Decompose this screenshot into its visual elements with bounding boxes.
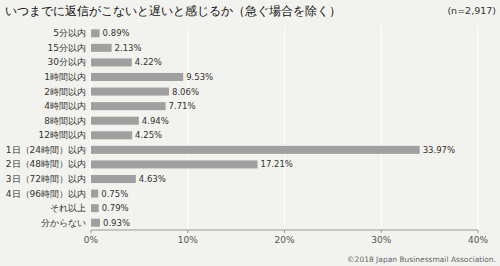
data-label: 4.94% — [142, 116, 169, 126]
grid-line — [187, 26, 188, 230]
category-label: 分からない — [41, 218, 86, 228]
chart: いつまでに返信がこないと遅いと感じるか（急ぐ場合を除く） (n=2,917) ©20… — [0, 0, 500, 266]
category-label: 2日（48時間）以内 — [6, 159, 86, 169]
grid-line — [478, 26, 479, 230]
data-label: 0.79% — [102, 203, 129, 213]
data-label: 0.89% — [103, 28, 130, 38]
category-label: 2時間以内 — [44, 87, 86, 97]
tick-label: 20% — [274, 235, 294, 245]
bar — [91, 29, 100, 37]
data-label: 7.71% — [169, 101, 196, 111]
data-label: 4.22% — [135, 57, 162, 67]
bar — [91, 146, 420, 154]
x-axis: 0% 10% 20% 30% 40% — [84, 230, 489, 245]
data-labels: 0.89% 2.13% 4.22% 9.53% 8.06% 7.71%4.94% 4.25%… — [101, 28, 455, 227]
bar — [91, 44, 112, 52]
category-label: 12時間以内 — [39, 130, 86, 140]
data-label: 8.06% — [172, 87, 199, 97]
bar — [91, 219, 100, 227]
data-label: 2.13% — [115, 43, 142, 53]
bar — [91, 160, 258, 168]
category-label: 4時間以内 — [44, 101, 86, 111]
grid-line — [284, 26, 285, 230]
grid-line — [381, 26, 382, 230]
sample-size: (n=2,917) — [447, 5, 496, 16]
bar — [91, 175, 136, 183]
bar — [91, 88, 169, 96]
category-label: それ以上 — [50, 203, 86, 213]
category-label: 4日（96時間）以内 — [6, 189, 86, 199]
grid-line — [91, 26, 92, 230]
bar — [91, 117, 139, 125]
category-label: 3日（72時間）以内 — [6, 174, 86, 184]
tick-label: 10% — [178, 235, 198, 245]
bar — [91, 190, 98, 198]
grid — [91, 26, 478, 230]
bars — [91, 29, 420, 226]
data-label: 4.63% — [139, 174, 166, 184]
category-label: 30分以内 — [48, 57, 86, 67]
axis-line — [91, 230, 478, 231]
category-label: 1日（24時間）以内 — [6, 145, 86, 155]
data-label: 17.21% — [261, 159, 293, 169]
category-labels: 5分以内 15分以内 30分以内 1時間以内 2時間以内 4時間以内 8時間以内 12時間以内… — [6, 28, 86, 227]
bar — [91, 58, 132, 66]
bar — [91, 131, 132, 139]
data-label: 0.75% — [101, 189, 128, 199]
bar — [91, 102, 166, 110]
tick-label: 0% — [84, 235, 99, 245]
copyright: ©2018 Japan Businessmail Association. — [347, 255, 496, 264]
category-label: 5分以内 — [53, 28, 86, 38]
bar — [91, 73, 183, 81]
data-label: 33.97% — [423, 145, 455, 155]
data-label: 4.25% — [135, 130, 162, 140]
background — [0, 0, 500, 266]
category-label: 1時間以内 — [44, 72, 86, 82]
tick-label: 40% — [468, 235, 488, 245]
data-label: 9.53% — [186, 72, 213, 82]
title: いつまでに返信がこないと遅いと感じるか（急ぐ場合を除く） — [5, 4, 341, 18]
data-label: 0.93% — [103, 218, 130, 228]
category-label: 15分以内 — [48, 43, 86, 53]
category-label: 8時間以内 — [44, 116, 86, 126]
bar — [91, 204, 99, 212]
tick-label: 30% — [371, 235, 391, 245]
